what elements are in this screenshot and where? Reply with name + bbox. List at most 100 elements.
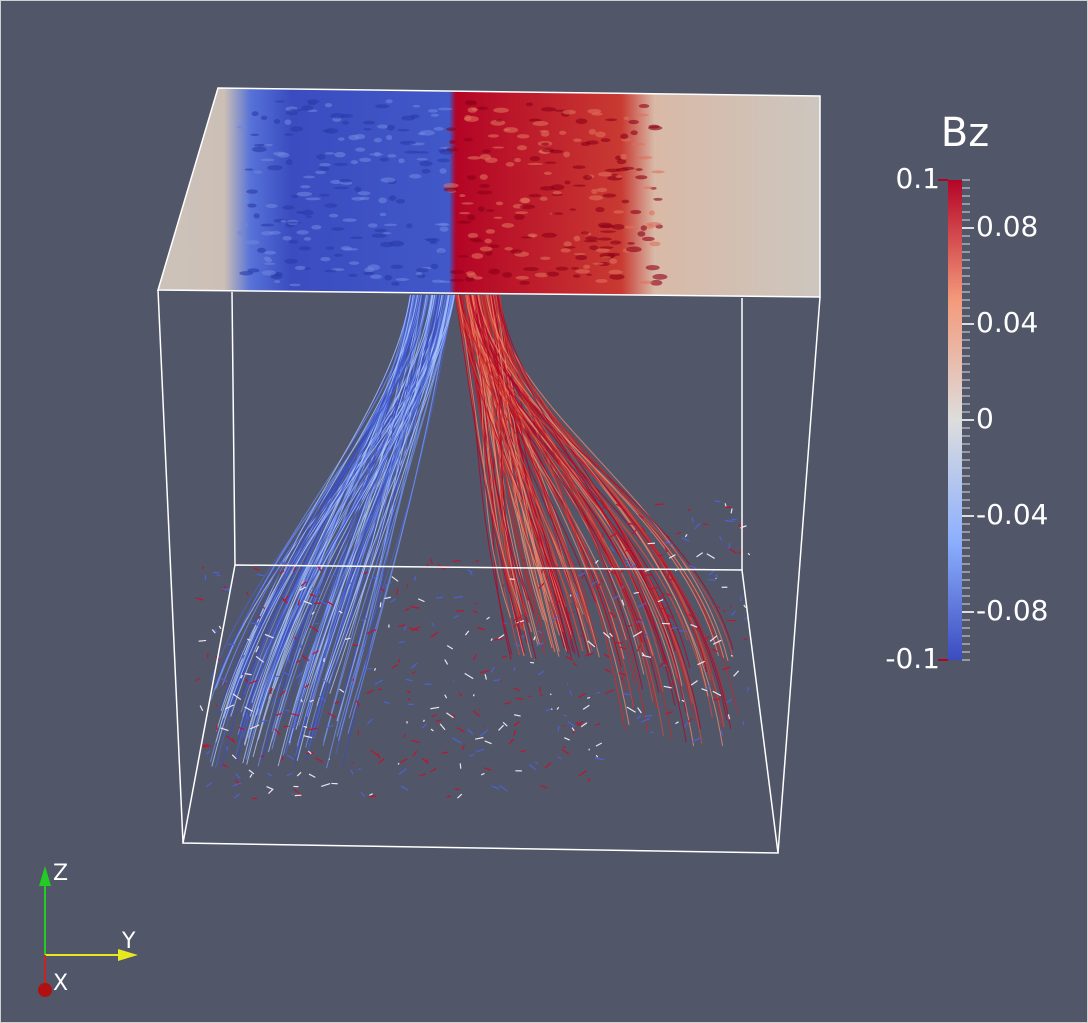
slice-speck — [551, 212, 563, 215]
slice-speck — [384, 224, 397, 226]
field-fragment — [485, 674, 486, 679]
slice-speck — [571, 267, 579, 269]
field-fragment — [291, 794, 293, 795]
slice-speck — [504, 247, 512, 251]
slice-speck — [299, 246, 311, 250]
slice-speck — [277, 152, 289, 157]
slice-speck — [380, 242, 394, 247]
slice-speck — [334, 163, 348, 166]
field-fragment — [485, 741, 492, 744]
field-fragment — [420, 774, 426, 776]
slice-speck — [282, 205, 295, 209]
field-fragment — [747, 687, 749, 691]
slice-speck — [264, 263, 276, 265]
field-fragment — [546, 709, 551, 711]
field-fragment — [206, 751, 210, 754]
slice-speck — [597, 188, 608, 192]
field-fragment — [200, 706, 203, 711]
slice-speck — [600, 230, 616, 232]
field-fragment — [514, 667, 515, 670]
field-fragment — [401, 786, 408, 790]
field-fragment — [288, 659, 290, 663]
slice-speck — [464, 138, 473, 141]
slice-speck — [514, 214, 525, 220]
field-fragment — [491, 639, 492, 641]
field-fragment — [595, 758, 604, 760]
field-fragment — [515, 698, 523, 699]
field-fragment — [514, 715, 520, 716]
field-fragment — [465, 631, 468, 635]
slice-speck — [575, 269, 590, 273]
slice-speck — [304, 237, 312, 241]
field-fragment — [564, 738, 569, 740]
slice-speck — [519, 281, 530, 285]
field-fragment — [695, 523, 700, 529]
slice-speck — [482, 149, 491, 153]
slice-speck — [468, 233, 478, 238]
field-fragment — [492, 786, 499, 789]
slice-speck — [575, 255, 587, 260]
field-fragment — [400, 759, 407, 763]
colorbar-tick-label: 0.04 — [976, 306, 1038, 339]
field-fragment — [581, 723, 587, 727]
slice-speck — [472, 240, 483, 243]
slice-speck — [601, 256, 611, 258]
field-fragment — [411, 663, 417, 668]
field-fragment — [552, 708, 553, 709]
field-fragment — [481, 773, 484, 775]
field-fragment — [603, 632, 609, 638]
slice-speck — [601, 138, 611, 142]
slice-speck — [348, 274, 357, 277]
slice-speck — [496, 119, 503, 122]
field-fragment — [505, 703, 511, 705]
field-fragment — [399, 659, 400, 662]
slice-speck — [378, 197, 387, 203]
field-fragment — [436, 597, 443, 598]
field-fragment — [534, 636, 535, 640]
slice-speck — [609, 274, 624, 280]
slice-speck — [288, 240, 298, 243]
colorbar-title: Bz — [941, 110, 989, 156]
slice-speck — [596, 248, 610, 252]
slice-speck — [530, 156, 540, 161]
slice-speck — [319, 194, 329, 197]
field-fragment — [474, 654, 477, 660]
field-fragment — [430, 707, 439, 708]
slice-speck — [267, 165, 282, 170]
slice-speck — [303, 176, 315, 179]
slice-speck — [301, 105, 313, 111]
slice-speck — [573, 139, 582, 142]
field-fragment — [473, 611, 477, 613]
field-fragment — [454, 597, 463, 598]
field-fragment — [361, 792, 364, 796]
field-fragment — [246, 713, 247, 718]
field-fragment — [714, 501, 720, 502]
field-fragment — [627, 625, 632, 627]
field-fragment — [422, 724, 426, 728]
slice-speck — [351, 160, 358, 164]
slice-speck — [595, 132, 606, 138]
field-fragment — [202, 567, 203, 569]
slice-speck — [515, 276, 529, 280]
slice-speck — [608, 253, 621, 257]
slice-speck — [324, 128, 338, 134]
field-fragment — [454, 615, 459, 618]
field-fragment — [476, 749, 484, 751]
field-fragment — [515, 644, 520, 646]
slice-speck — [358, 191, 371, 195]
field-fragment — [477, 627, 485, 630]
field-fragment — [407, 585, 408, 587]
slice-speck — [437, 159, 450, 163]
slice-speck — [593, 263, 604, 265]
field-fragment — [199, 640, 206, 641]
slice-speck — [284, 133, 293, 136]
field-fragment — [203, 746, 211, 747]
field-fragment — [523, 560, 525, 561]
field-fragment — [732, 611, 736, 615]
slice-speck — [443, 188, 457, 192]
field-fragment — [367, 719, 372, 724]
field-fragment — [682, 538, 689, 541]
slice-speck — [329, 214, 338, 218]
field-fragment — [638, 708, 642, 713]
slice-speck — [576, 118, 588, 124]
